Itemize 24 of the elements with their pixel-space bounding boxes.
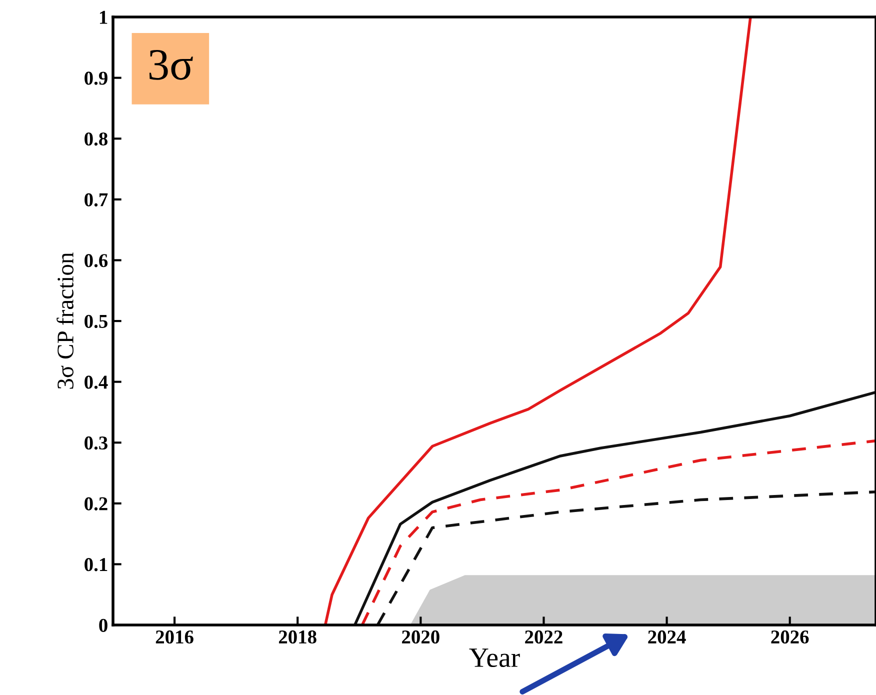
y-tick-label: 0.3 bbox=[84, 436, 108, 450]
line-series bbox=[324, 17, 752, 626]
annotation: 3σ bbox=[149, 50, 193, 80]
y-tick-label: 0.8 bbox=[84, 132, 108, 146]
y-tick-label: 0.4 bbox=[84, 376, 108, 389]
y-tick-label: 0.5 bbox=[84, 314, 108, 328]
x-tick-label: 2020 bbox=[402, 630, 440, 644]
y-tick-label: 0.1 bbox=[84, 558, 108, 572]
x-axis-title: Year bbox=[469, 648, 520, 668]
y-tick-label: 0.2 bbox=[84, 497, 108, 510]
y-tick-label: 0.7 bbox=[84, 193, 108, 206]
y-tick-label: 1 bbox=[100, 10, 108, 24]
x-tick-label: 2022 bbox=[525, 630, 562, 644]
x-tick-label: 2018 bbox=[278, 630, 316, 644]
line-series bbox=[376, 490, 876, 626]
x-tick-label: 2026 bbox=[771, 630, 809, 644]
x-tick-label: 2016 bbox=[156, 630, 194, 644]
y-axis-title: 3σ CP fraction bbox=[56, 252, 74, 389]
y-tick-label: 0 bbox=[99, 618, 108, 632]
line-series bbox=[353, 390, 876, 626]
y-tick-label: 0.6 bbox=[84, 254, 108, 268]
y-tick-label: 0.9 bbox=[84, 72, 108, 85]
line-series bbox=[360, 439, 876, 626]
x-tick-label: 2024 bbox=[648, 630, 686, 644]
